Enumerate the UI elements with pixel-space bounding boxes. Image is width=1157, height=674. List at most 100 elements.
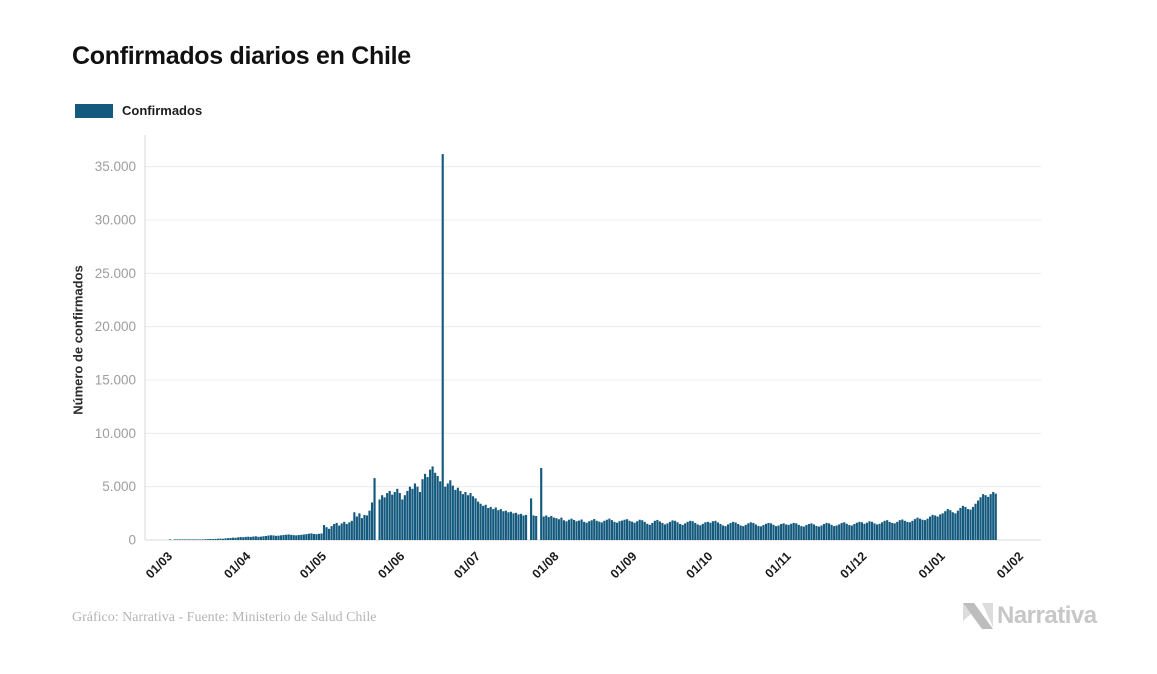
bar[interactable] — [982, 494, 985, 540]
bar[interactable] — [774, 526, 778, 540]
bar[interactable] — [979, 497, 982, 540]
bar[interactable] — [378, 499, 381, 540]
bar[interactable] — [312, 533, 316, 540]
bar[interactable] — [961, 505, 964, 540]
bar[interactable] — [656, 519, 659, 540]
bar[interactable] — [363, 514, 366, 540]
bar[interactable] — [504, 510, 507, 540]
bar[interactable] — [646, 523, 649, 540]
bar[interactable] — [719, 524, 722, 540]
bar[interactable] — [658, 521, 661, 540]
bar[interactable] — [492, 509, 495, 540]
bar[interactable] — [421, 479, 424, 540]
bar[interactable] — [992, 492, 995, 540]
bar[interactable] — [689, 520, 692, 540]
bar[interactable] — [353, 512, 356, 540]
bar[interactable] — [815, 525, 818, 540]
bar[interactable] — [302, 534, 305, 540]
bar[interactable] — [247, 536, 250, 540]
bar[interactable] — [530, 498, 533, 540]
bar[interactable] — [974, 503, 977, 540]
bar[interactable] — [338, 525, 341, 540]
bar[interactable] — [320, 533, 323, 540]
bar[interactable] — [575, 521, 578, 540]
bar[interactable] — [237, 537, 240, 540]
bar[interactable] — [762, 525, 765, 540]
bar[interactable] — [570, 518, 573, 540]
bar[interactable] — [418, 492, 422, 540]
bar[interactable] — [545, 515, 548, 540]
bar[interactable] — [810, 523, 813, 540]
bar[interactable] — [800, 526, 803, 540]
bar[interactable] — [714, 520, 717, 540]
bar[interactable] — [454, 489, 457, 540]
bar[interactable] — [772, 524, 775, 540]
bar[interactable] — [522, 515, 525, 540]
bar[interactable] — [956, 510, 959, 540]
bar[interactable] — [370, 502, 374, 540]
bar[interactable] — [964, 506, 967, 540]
bar[interactable] — [701, 523, 704, 540]
bar[interactable] — [206, 539, 209, 540]
bar[interactable] — [547, 517, 550, 540]
bar[interactable] — [636, 521, 639, 540]
bar[interactable] — [896, 521, 899, 540]
bar[interactable] — [615, 522, 619, 540]
bar[interactable] — [764, 523, 768, 540]
bar[interactable] — [843, 522, 846, 540]
bar[interactable] — [401, 499, 404, 540]
bar[interactable] — [328, 528, 331, 540]
bar[interactable] — [456, 487, 459, 540]
bar[interactable] — [603, 520, 606, 540]
bar[interactable] — [274, 535, 278, 540]
bar[interactable] — [936, 516, 939, 540]
bar[interactable] — [769, 523, 773, 540]
bar[interactable] — [479, 503, 482, 540]
bar[interactable] — [257, 536, 260, 540]
bar[interactable] — [552, 517, 555, 540]
bar[interactable] — [232, 537, 235, 540]
bar[interactable] — [901, 519, 904, 540]
bar[interactable] — [305, 534, 308, 540]
bar[interactable] — [984, 495, 987, 540]
bar[interactable] — [686, 521, 689, 540]
bar[interactable] — [893, 523, 896, 540]
bar[interactable] — [345, 524, 348, 540]
bar[interactable] — [671, 520, 674, 540]
bar[interactable] — [590, 520, 593, 540]
bar[interactable] — [921, 519, 924, 540]
bar[interactable] — [754, 524, 757, 540]
bar[interactable] — [633, 522, 636, 540]
bar[interactable] — [643, 521, 646, 540]
bar[interactable] — [706, 521, 709, 540]
bar[interactable] — [221, 538, 225, 540]
bar[interactable] — [542, 516, 545, 540]
bar[interactable] — [391, 494, 394, 540]
bar[interactable] — [946, 509, 949, 540]
bar[interactable] — [429, 469, 432, 540]
bar[interactable] — [297, 535, 300, 540]
bar[interactable] — [966, 509, 970, 540]
bar[interactable] — [863, 523, 866, 540]
bar[interactable] — [875, 524, 879, 540]
bar[interactable] — [555, 518, 558, 540]
bar[interactable] — [373, 478, 376, 540]
bar[interactable] — [269, 535, 273, 540]
bar[interactable] — [840, 522, 843, 540]
bar[interactable] — [540, 468, 543, 540]
bar[interactable] — [648, 524, 651, 540]
bar[interactable] — [792, 522, 795, 540]
bar[interactable] — [365, 515, 369, 540]
bar[interactable] — [797, 524, 800, 540]
bar[interactable] — [565, 521, 568, 540]
bar[interactable] — [623, 519, 626, 540]
bar[interactable] — [509, 511, 512, 540]
bar[interactable] — [785, 524, 788, 540]
bar[interactable] — [734, 522, 737, 540]
bar[interactable] — [951, 512, 954, 540]
bar[interactable] — [194, 539, 197, 540]
bar[interactable] — [987, 496, 990, 540]
bar[interactable] — [941, 513, 944, 540]
bar[interactable] — [444, 486, 447, 540]
